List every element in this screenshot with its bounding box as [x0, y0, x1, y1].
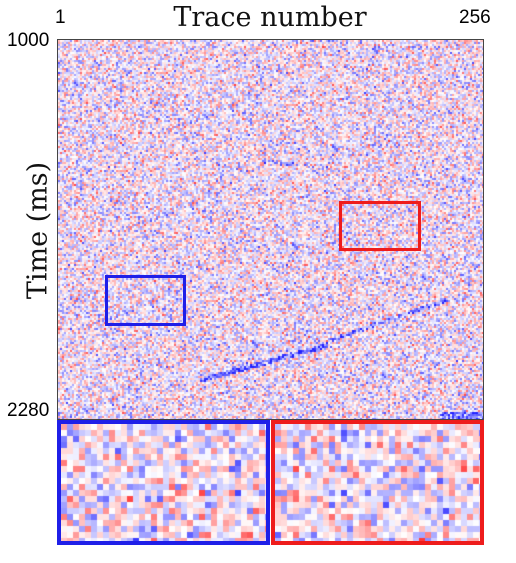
y-tick-top: 1000 [7, 30, 50, 51]
seismic-section [57, 39, 484, 420]
red-region-box [339, 201, 421, 251]
blue-zoom-panel [57, 420, 270, 545]
y-axis-label: Time (ms) [22, 161, 54, 300]
plot-title: Trace number [173, 2, 367, 33]
seismic-image [58, 40, 483, 419]
red-zoom-panel [271, 420, 484, 545]
red-zoom-image [275, 424, 480, 541]
y-tick-bottom: 2280 [7, 400, 50, 421]
x-tick-end: 256 [459, 7, 491, 28]
blue-region-box [105, 275, 186, 326]
x-tick-start: 1 [55, 7, 66, 28]
blue-zoom-image [61, 424, 266, 541]
